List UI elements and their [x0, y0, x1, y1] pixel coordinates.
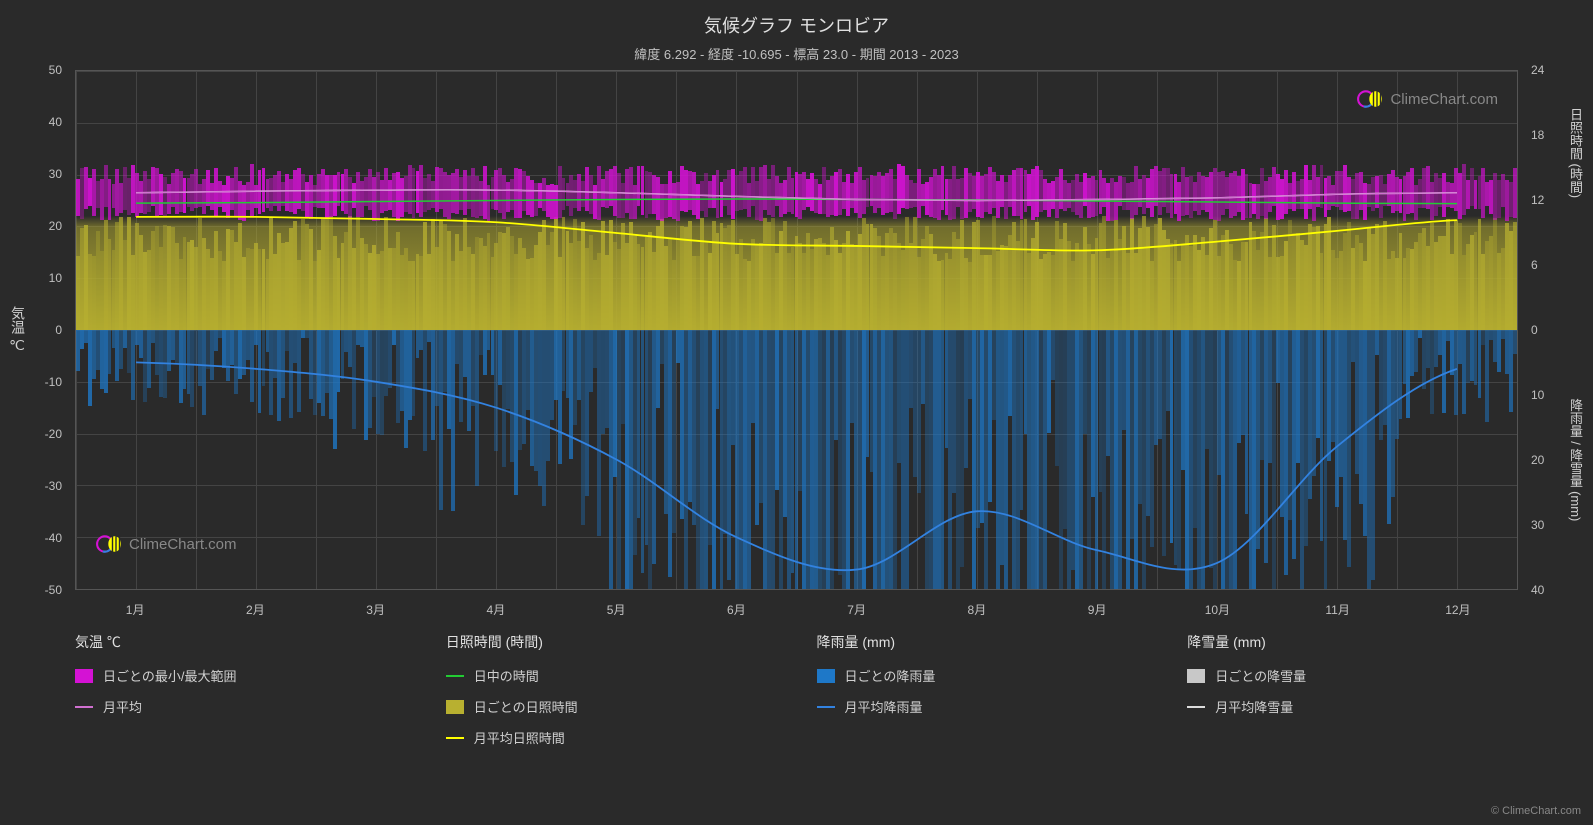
legend-item: 月平均降雪量 [1187, 697, 1518, 716]
y-left-tick: -10 [45, 375, 62, 389]
x-tick: 6月 [727, 601, 746, 618]
legend-label: 日中の時間 [474, 666, 539, 685]
watermark-top: ClimeChart.com [1356, 85, 1498, 113]
y-right-top-tick: 6 [1531, 258, 1538, 272]
legend-item: 月平均 [75, 697, 406, 716]
legend-swatch [817, 706, 835, 708]
legend-item: 月平均降雨量 [817, 697, 1148, 716]
legend-header: 日照時間 (時間) [446, 632, 777, 652]
credit-text: © ClimeChart.com [1491, 805, 1581, 817]
y-axis-right: 日照時間 (時間) 降雨量 / 降雪量 (mm) 241812601020304… [1523, 70, 1593, 590]
legend-column: 日照時間 (時間) 日中の時間日ごとの日照時間月平均日照時間 [446, 632, 777, 759]
legend-swatch [817, 669, 835, 683]
y-axis-right-top-label: 日照時間 (時間) [1566, 108, 1585, 198]
legend-item: 日ごとの降雪量 [1187, 666, 1518, 685]
y-right-bottom-tick: 30 [1531, 518, 1544, 532]
legend-swatch [75, 669, 93, 683]
legend-swatch [446, 675, 464, 677]
legend-swatch [446, 700, 464, 714]
y-left-tick: -20 [45, 427, 62, 441]
x-tick: 12月 [1445, 601, 1470, 618]
plot-inner [76, 71, 1517, 589]
x-tick: 2月 [246, 601, 265, 618]
x-axis: 1月 2月 3月 4月 5月 6月 7月 8月 9月 10月 11月 12月 [75, 595, 1518, 625]
y-left-tick: -40 [45, 531, 62, 545]
legend-item: 月平均日照時間 [446, 728, 777, 747]
legend-item: 日中の時間 [446, 666, 777, 685]
y-right-bottom-tick: 10 [1531, 388, 1544, 402]
x-tick: 9月 [1088, 601, 1107, 618]
x-tick: 10月 [1205, 601, 1230, 618]
legend-label: 日ごとの降雪量 [1215, 666, 1306, 685]
x-tick: 11月 [1325, 601, 1349, 618]
plot-area [75, 70, 1518, 590]
legend-label: 日ごとの降雨量 [845, 666, 936, 685]
watermark-text: ClimeChart.com [129, 536, 237, 553]
logo-icon [1356, 85, 1384, 113]
legend-label: 月平均降雨量 [845, 697, 923, 716]
y-left-tick: -30 [45, 479, 62, 493]
y-right-top-tick: 12 [1531, 193, 1544, 207]
legend-swatch [1187, 669, 1205, 683]
y-left-tick: 50 [49, 63, 62, 77]
x-tick: 4月 [487, 601, 506, 618]
legend-label: 日ごとの日照時間 [474, 697, 578, 716]
y-left-tick: 20 [49, 219, 62, 233]
legend-header: 降雪量 (mm) [1187, 632, 1518, 652]
watermark-bottom: ClimeChart.com [95, 530, 237, 558]
legend-column: 降雨量 (mm) 日ごとの降雨量月平均降雨量 [817, 632, 1148, 759]
y-left-tick: 40 [49, 115, 62, 129]
legend-item: 日ごとの最小/最大範囲 [75, 666, 406, 685]
climate-chart: 気候グラフ モンロビア 緯度 6.292 - 経度 -10.695 - 標高 2… [0, 0, 1593, 825]
legend-swatch [446, 737, 464, 739]
y-axis-left: 気温 ℃ 50403020100-10-20-30-40-50 [0, 70, 70, 590]
legend-swatch [1187, 706, 1205, 708]
y-right-top-tick: 24 [1531, 63, 1544, 77]
legend-label: 月平均降雪量 [1215, 697, 1293, 716]
legend-swatch [75, 706, 93, 708]
y-right-top-tick: 18 [1531, 128, 1544, 142]
y-left-tick: 30 [49, 167, 62, 181]
x-tick: 8月 [968, 601, 987, 618]
x-tick: 1月 [126, 601, 145, 618]
x-tick: 3月 [366, 601, 385, 618]
legend-column: 降雪量 (mm) 日ごとの降雪量月平均降雪量 [1187, 632, 1518, 759]
watermark-text: ClimeChart.com [1390, 91, 1498, 108]
line-overlay [76, 71, 1517, 589]
legend-column: 気温 ℃ 日ごとの最小/最大範囲月平均 [75, 632, 406, 759]
logo-icon [95, 530, 123, 558]
legend-label: 月平均 [103, 697, 142, 716]
y-left-tick: -50 [45, 583, 62, 597]
y-right-bottom-tick: 20 [1531, 453, 1544, 467]
legend-header: 気温 ℃ [75, 632, 406, 652]
legend-label: 日ごとの最小/最大範囲 [103, 666, 236, 685]
legend-item: 日ごとの降雨量 [817, 666, 1148, 685]
x-tick: 5月 [607, 601, 626, 618]
y-left-tick: 10 [49, 271, 62, 285]
chart-subtitle: 緯度 6.292 - 経度 -10.695 - 標高 23.0 - 期間 201… [0, 38, 1593, 63]
legend-header: 降雨量 (mm) [817, 632, 1148, 652]
y-axis-right-bottom-label: 降雨量 / 降雪量 (mm) [1566, 399, 1585, 522]
x-tick: 7月 [847, 601, 866, 618]
legend: 気温 ℃ 日ごとの最小/最大範囲月平均 日照時間 (時間) 日中の時間日ごとの日照時間… [75, 632, 1518, 759]
y-right-top-tick: 0 [1531, 323, 1538, 337]
legend-label: 月平均日照時間 [474, 728, 565, 747]
y-left-tick: 0 [55, 323, 62, 337]
y-axis-left-label: 気温 ℃ [8, 306, 28, 354]
legend-item: 日ごとの日照時間 [446, 697, 777, 716]
chart-title: 気候グラフ モンロビア [0, 0, 1593, 38]
y-right-bottom-tick: 40 [1531, 583, 1544, 597]
